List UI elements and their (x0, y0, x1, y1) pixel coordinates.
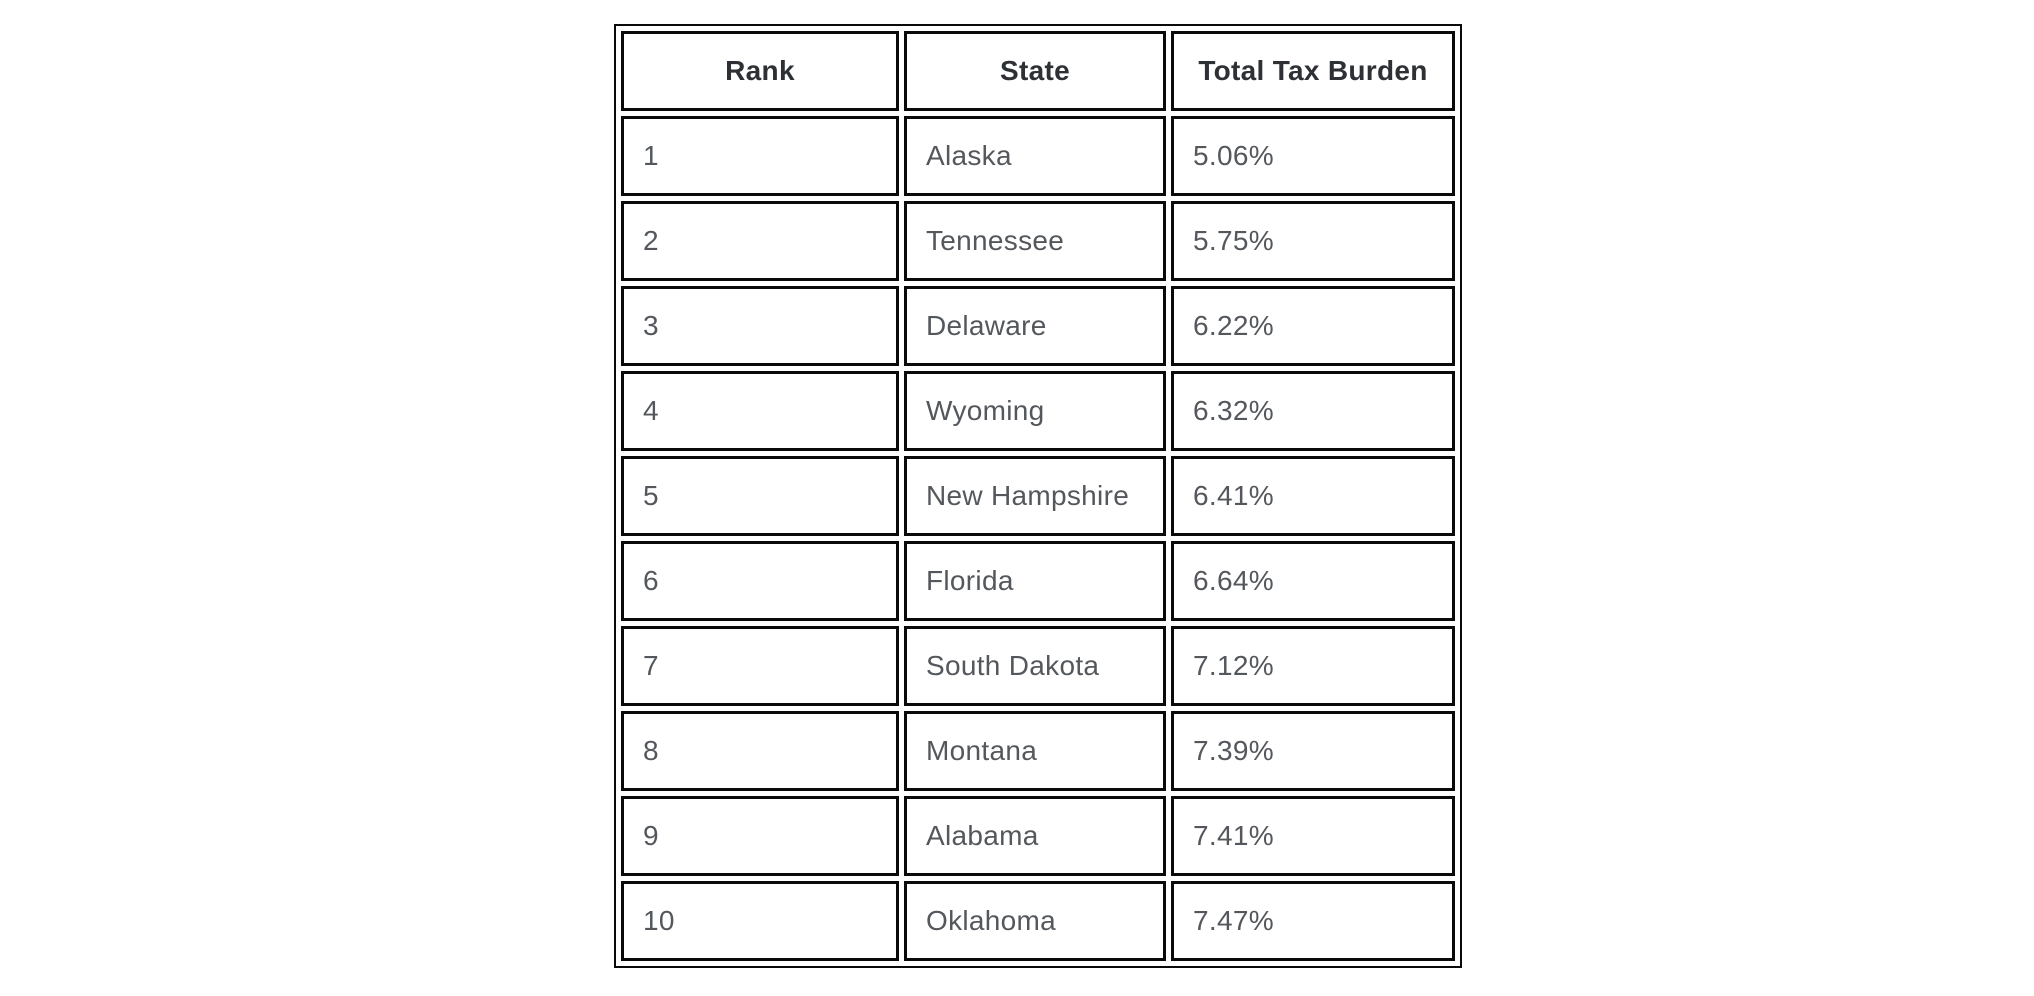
rank-cell: 3 (621, 286, 899, 366)
table-body: 1 Alaska 5.06% 2 Tennessee 5.75% 3 Delaw… (621, 116, 1455, 961)
table-row: 9 Alabama 7.41% (621, 796, 1455, 876)
table-row: 3 Delaware 6.22% (621, 286, 1455, 366)
column-header-state: State (904, 31, 1166, 111)
tax-burden-table: Rank State Total Tax Burden 1 Alaska 5.0… (614, 24, 1462, 968)
state-cell: Florida (904, 541, 1166, 621)
state-cell: Alabama (904, 796, 1166, 876)
state-cell: Montana (904, 711, 1166, 791)
burden-cell: 7.47% (1171, 881, 1455, 961)
table-row: 7 South Dakota 7.12% (621, 626, 1455, 706)
burden-cell: 6.64% (1171, 541, 1455, 621)
state-cell: Tennessee (904, 201, 1166, 281)
column-header-rank: Rank (621, 31, 899, 111)
rank-cell: 1 (621, 116, 899, 196)
burden-cell: 5.75% (1171, 201, 1455, 281)
rank-cell: 6 (621, 541, 899, 621)
rank-cell: 7 (621, 626, 899, 706)
burden-cell: 7.41% (1171, 796, 1455, 876)
rank-cell: 5 (621, 456, 899, 536)
rank-cell: 4 (621, 371, 899, 451)
header-row: Rank State Total Tax Burden (621, 31, 1455, 111)
table-row: 8 Montana 7.39% (621, 711, 1455, 791)
burden-cell: 7.12% (1171, 626, 1455, 706)
table-row: 2 Tennessee 5.75% (621, 201, 1455, 281)
column-header-burden: Total Tax Burden (1171, 31, 1455, 111)
burden-cell: 6.41% (1171, 456, 1455, 536)
state-cell: Oklahoma (904, 881, 1166, 961)
rank-cell: 2 (621, 201, 899, 281)
burden-cell: 6.32% (1171, 371, 1455, 451)
burden-cell: 6.22% (1171, 286, 1455, 366)
state-cell: South Dakota (904, 626, 1166, 706)
table-row: 6 Florida 6.64% (621, 541, 1455, 621)
state-cell: Wyoming (904, 371, 1166, 451)
table-row: 4 Wyoming 6.32% (621, 371, 1455, 451)
rank-cell: 9 (621, 796, 899, 876)
page: Rank State Total Tax Burden 1 Alaska 5.0… (0, 24, 2034, 996)
rank-cell: 10 (621, 881, 899, 961)
rank-cell: 8 (621, 711, 899, 791)
state-cell: Alaska (904, 116, 1166, 196)
table-row: 5 New Hampshire 6.41% (621, 456, 1455, 536)
table-header: Rank State Total Tax Burden (621, 31, 1455, 111)
table-row: 10 Oklahoma 7.47% (621, 881, 1455, 961)
table-row: 1 Alaska 5.06% (621, 116, 1455, 196)
state-cell: New Hampshire (904, 456, 1166, 536)
burden-cell: 7.39% (1171, 711, 1455, 791)
state-cell: Delaware (904, 286, 1166, 366)
burden-cell: 5.06% (1171, 116, 1455, 196)
